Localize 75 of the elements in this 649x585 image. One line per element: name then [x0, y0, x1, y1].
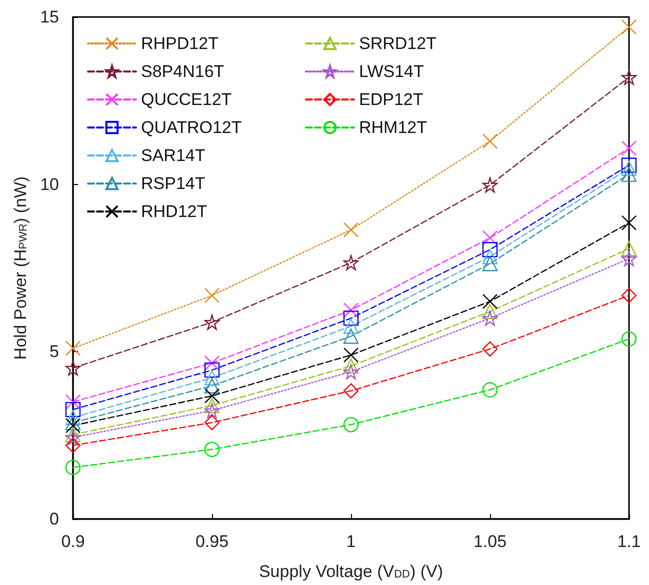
legend-label: LWS14T	[359, 62, 424, 81]
point	[343, 347, 359, 363]
point	[482, 294, 498, 310]
point	[204, 402, 220, 418]
y-tick-label: 10	[40, 174, 59, 194]
point	[65, 460, 81, 476]
legend-label: RHM12T	[359, 118, 428, 137]
point	[482, 230, 498, 246]
legend-label: QUATRO12T	[141, 118, 242, 137]
point	[621, 251, 637, 266]
point	[343, 364, 359, 380]
point	[482, 341, 498, 357]
legend-label: S8P4N16T	[141, 62, 224, 81]
point	[65, 438, 81, 453]
point	[204, 355, 220, 371]
point	[65, 418, 81, 434]
legend-label: QUCCE12T	[141, 90, 232, 109]
point	[204, 398, 220, 414]
point	[204, 370, 220, 386]
y-axis-title: Hold Power (HPWR) (nW)	[11, 176, 30, 360]
point	[621, 140, 637, 156]
x-axis-title: Supply Voltage (VDD) (V)	[258, 562, 444, 581]
point	[204, 442, 220, 457]
legend-label: RHPD12T	[141, 34, 218, 53]
point	[343, 310, 359, 326]
x-tick-label: 0.9	[61, 532, 85, 551]
legend-label: EDP12T	[359, 90, 424, 109]
x-tick-label: 0.95	[195, 532, 229, 551]
point	[621, 215, 637, 230]
x-tick-label: 1.1	[617, 532, 641, 551]
point	[343, 318, 359, 334]
point	[65, 410, 81, 426]
point	[621, 240, 637, 256]
point	[65, 394, 81, 410]
point	[482, 382, 498, 398]
point	[621, 70, 637, 85]
point	[204, 415, 220, 430]
legend-label: SRRD12T	[359, 34, 436, 53]
point	[204, 288, 220, 304]
x-tick-label: 1.05	[473, 532, 507, 551]
point	[482, 242, 498, 258]
y-tick-label: 5	[50, 342, 59, 362]
point	[621, 158, 637, 173]
x-tick-label: 1	[346, 532, 356, 551]
point	[482, 134, 498, 149]
point	[65, 340, 81, 356]
y-tick-label: 15	[40, 8, 59, 26]
point	[65, 415, 81, 430]
point	[343, 417, 359, 432]
point	[65, 360, 81, 376]
point	[204, 388, 220, 404]
point	[343, 222, 359, 238]
point	[482, 249, 498, 264]
point	[204, 362, 220, 378]
legend-label: RHD12T	[141, 202, 208, 221]
point	[482, 310, 498, 326]
point	[621, 331, 637, 347]
legend-label: RSP14T	[141, 174, 206, 193]
point	[621, 160, 637, 176]
point	[482, 256, 498, 272]
y-tick-label: 0	[50, 510, 59, 528]
point	[343, 383, 359, 398]
legend-label: SAR14T	[141, 146, 206, 165]
point	[343, 328, 359, 344]
point	[482, 177, 498, 193]
point	[343, 358, 359, 374]
point	[621, 166, 637, 182]
point	[343, 255, 359, 270]
point	[482, 304, 498, 320]
point	[621, 19, 637, 35]
point	[343, 302, 359, 318]
point	[204, 378, 220, 394]
point	[204, 314, 220, 330]
point	[621, 288, 637, 304]
point	[65, 402, 81, 418]
